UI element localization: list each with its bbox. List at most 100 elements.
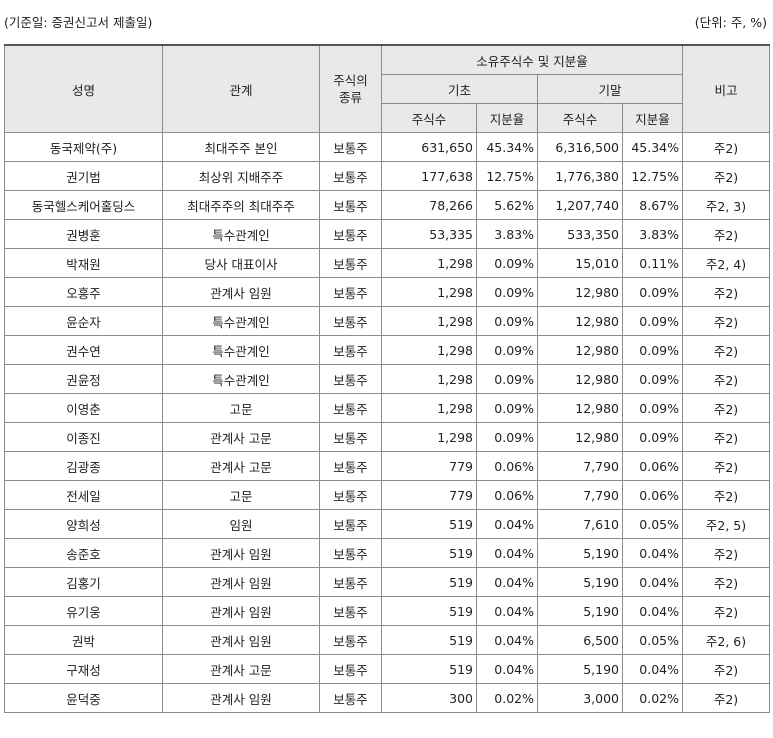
cell-name: 권기범: [4, 161, 163, 191]
cell-start-shares: 779: [381, 480, 477, 510]
table-row: 이종진 관계사 고문 보통주 1,298 0.09% 12,980 0.09% 주2): [4, 422, 771, 452]
cell-end-shares: 6,316,500: [537, 132, 623, 162]
cell-note: 주2): [682, 364, 771, 394]
table-row: 이영춘 고문 보통주 1,298 0.09% 12,980 0.09% 주2): [4, 393, 771, 423]
cell-relation: 당사 대표이사: [162, 248, 320, 278]
cell-start-ratio: 0.04%: [476, 538, 538, 568]
cell-end-ratio: 0.09%: [621, 393, 684, 423]
cell-end-ratio: 45.34%: [621, 132, 684, 162]
cell-start-ratio: 3.83%: [476, 219, 538, 249]
cell-end-ratio: 0.06%: [621, 480, 684, 510]
table-row: 구재성 관계사 고문 보통주 519 0.04% 5,190 0.04% 주2): [4, 654, 771, 684]
header-relation: 관계: [162, 44, 320, 133]
table-body: 동국제약(주) 최대주주 본인 보통주 631,650 45.34% 6,316,500 4…: [4, 132, 771, 713]
cell-end-shares: 7,610: [537, 509, 623, 539]
cell-stock-type: 보통주: [319, 451, 382, 481]
cell-relation: 최상위 지배주주: [162, 161, 320, 191]
cell-end-shares: 5,190: [537, 538, 623, 568]
cell-name: 유기웅: [4, 596, 163, 626]
cell-name: 김광종: [4, 451, 163, 481]
cell-stock-type: 보통주: [319, 161, 382, 191]
cell-relation: 특수관계인: [162, 306, 320, 336]
cell-note: 주2, 6): [682, 625, 771, 655]
cell-stock-type: 보통주: [319, 393, 382, 423]
cell-note: 주2): [682, 567, 771, 597]
header-name: 성명: [4, 44, 163, 133]
cell-note: 주2): [682, 161, 771, 191]
cell-relation: 특수관계인: [162, 219, 320, 249]
cell-relation: 관계사 임원: [162, 596, 320, 626]
cell-note: 주2): [682, 480, 771, 510]
header-stock-type: 주식의 종류: [319, 44, 382, 133]
table-row: 유기웅 관계사 임원 보통주 519 0.04% 5,190 0.04% 주2): [4, 596, 771, 626]
cell-name: 권박: [4, 625, 163, 655]
cell-start-shares: 519: [381, 654, 477, 684]
cell-end-ratio: 8.67%: [621, 190, 684, 220]
cell-end-shares: 12,980: [537, 422, 623, 452]
cell-relation: 임원: [162, 509, 320, 539]
cell-stock-type: 보통주: [319, 567, 382, 597]
cell-end-ratio: 0.04%: [621, 567, 684, 597]
cell-note: 주2): [682, 219, 771, 249]
cell-end-shares: 12,980: [537, 306, 623, 336]
cell-note: 주2): [682, 596, 771, 626]
cell-end-shares: 7,790: [537, 480, 623, 510]
cell-note: 주2, 5): [682, 509, 771, 539]
table-row: 양희성 임원 보통주 519 0.04% 7,610 0.05% 주2, 5): [4, 509, 771, 539]
cell-stock-type: 보통주: [319, 132, 382, 162]
cell-stock-type: 보통주: [319, 190, 382, 220]
cell-name: 권윤정: [4, 364, 163, 394]
cell-note: 주2): [682, 335, 771, 365]
cell-stock-type: 보통주: [319, 509, 382, 539]
table-header: 성명 관계 주식의 종류 소유주식수 및 지분율 비고 기초 기말 주식수 지분…: [4, 44, 771, 133]
cell-note: 주2): [682, 132, 771, 162]
cell-note: 주2): [682, 422, 771, 452]
cell-end-shares: 12,980: [537, 393, 623, 423]
cell-stock-type: 보통주: [319, 219, 382, 249]
cell-start-ratio: 0.09%: [476, 277, 538, 307]
cell-start-ratio: 0.09%: [476, 335, 538, 365]
cell-start-shares: 1,298: [381, 306, 477, 336]
cell-start-ratio: 0.04%: [476, 654, 538, 684]
cell-stock-type: 보통주: [319, 683, 382, 713]
cell-stock-type: 보통주: [319, 364, 382, 394]
cell-stock-type: 보통주: [319, 538, 382, 568]
cell-end-ratio: 0.04%: [621, 538, 684, 568]
header-period-start: 기초: [381, 74, 538, 104]
table-row: 동국제약(주) 최대주주 본인 보통주 631,650 45.34% 6,316,500 4…: [4, 132, 771, 162]
cell-end-shares: 5,190: [537, 596, 623, 626]
cell-start-ratio: 45.34%: [476, 132, 538, 162]
table-row: 권기범 최상위 지배주주 보통주 177,638 12.75% 1,776,380 12.7…: [4, 161, 771, 191]
cell-end-shares: 5,190: [537, 567, 623, 597]
cell-stock-type: 보통주: [319, 277, 382, 307]
header-note: 비고: [682, 44, 771, 133]
table-row: 송준호 관계사 임원 보통주 519 0.04% 5,190 0.04% 주2): [4, 538, 771, 568]
cell-end-ratio: 0.11%: [621, 248, 684, 278]
header-start-ratio: 지분율: [476, 103, 538, 133]
header-ownership-group: 소유주식수 및 지분율: [380, 44, 684, 75]
cell-end-ratio: 0.09%: [621, 306, 684, 336]
table-row: 오흥주 관계사 임원 보통주 1,298 0.09% 12,980 0.09% 주2): [4, 277, 771, 307]
cell-name: 송준호: [4, 538, 163, 568]
cell-relation: 관계사 임원: [162, 683, 320, 713]
header-period-end: 기말: [536, 74, 684, 104]
table-basis-caption: (기준일: 증권신고서 제출일): [4, 15, 153, 30]
cell-name: 구재성: [4, 654, 163, 684]
cell-name: 김홍기: [4, 567, 163, 597]
cell-start-ratio: 0.09%: [476, 306, 538, 336]
cell-stock-type: 보통주: [319, 306, 382, 336]
cell-start-ratio: 0.04%: [476, 567, 538, 597]
cell-start-shares: 1,298: [381, 422, 477, 452]
cell-end-ratio: 0.02%: [621, 683, 684, 713]
cell-end-shares: 533,350: [537, 219, 623, 249]
cell-name: 동국헬스케어홀딩스: [4, 190, 163, 220]
table-row: 권수연 특수관계인 보통주 1,298 0.09% 12,980 0.09% 주2): [4, 335, 771, 365]
cell-start-ratio: 0.09%: [476, 364, 538, 394]
cell-end-shares: 6,500: [537, 625, 623, 655]
cell-end-shares: 7,790: [537, 451, 623, 481]
cell-start-ratio: 0.04%: [476, 509, 538, 539]
table-row: 전세일 고문 보통주 779 0.06% 7,790 0.06% 주2): [4, 480, 771, 510]
cell-end-ratio: 0.04%: [621, 596, 684, 626]
cell-name: 이영춘: [4, 393, 163, 423]
cell-note: 주2, 4): [682, 248, 771, 278]
